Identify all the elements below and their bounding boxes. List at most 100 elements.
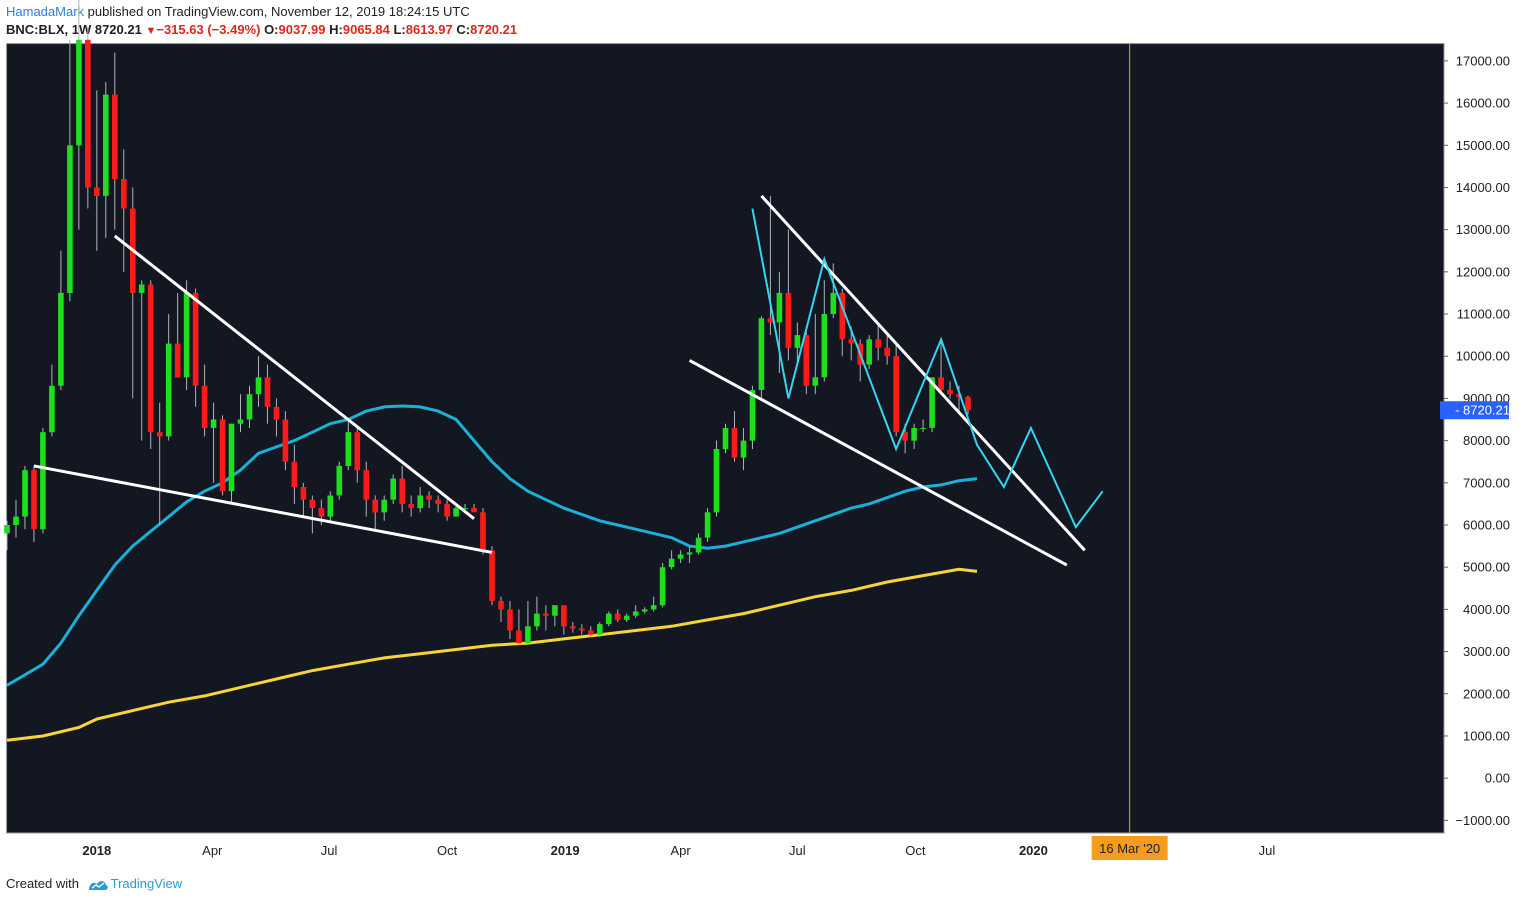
candle-body bbox=[848, 339, 855, 344]
time-tick-label: Apr bbox=[202, 843, 223, 858]
candle-body bbox=[543, 613, 549, 616]
candle-body bbox=[489, 550, 495, 601]
candle-body bbox=[794, 335, 801, 348]
candle-body bbox=[839, 292, 846, 340]
trendline bbox=[33, 464, 493, 554]
candle-body bbox=[219, 419, 226, 492]
date-marker-label: 16 Mar '20 bbox=[1099, 841, 1160, 856]
candle-body bbox=[354, 432, 361, 471]
trendline bbox=[760, 194, 1086, 552]
candle-body bbox=[444, 503, 450, 517]
last-price-badge-text: - 8720.21 bbox=[1455, 403, 1510, 418]
candle-body bbox=[147, 284, 154, 433]
candle-body bbox=[282, 419, 289, 462]
candle-body bbox=[722, 428, 729, 450]
drawings bbox=[33, 44, 1131, 833]
candle-body bbox=[201, 385, 208, 428]
candle-body bbox=[480, 512, 486, 551]
footer: Created with TradingView bbox=[6, 876, 182, 892]
price-tick-label: 4000.00 bbox=[1463, 602, 1510, 617]
tradingview-link[interactable]: TradingView bbox=[110, 876, 183, 891]
symbol-label[interactable]: BNC:BLX, 1W bbox=[6, 22, 92, 37]
fast-moving-average-line bbox=[6, 404, 978, 687]
candle-body bbox=[893, 356, 899, 433]
candle-body bbox=[192, 292, 199, 386]
price-chart[interactable]: 17000.00 16000.00 15000.00 14000.00 13000.00… bbox=[0, 0, 1526, 870]
candle-body bbox=[273, 406, 280, 420]
tradingview-logo-icon bbox=[88, 880, 108, 890]
price-change: −315.63 (−3.49%) bbox=[156, 22, 261, 37]
candle-body bbox=[965, 396, 971, 411]
trendline bbox=[688, 359, 1068, 567]
candle-body bbox=[812, 377, 819, 386]
candle-body bbox=[749, 390, 756, 441]
candle-body bbox=[363, 470, 370, 500]
candle-body bbox=[174, 343, 181, 378]
candle-body bbox=[641, 609, 648, 612]
candle-body bbox=[803, 335, 810, 386]
price-tick-label: −1000.00 bbox=[1455, 813, 1510, 828]
price-tick-label: 7000.00 bbox=[1463, 475, 1510, 490]
last-price: 8720.21 bbox=[94, 22, 142, 37]
candle-body bbox=[372, 499, 378, 513]
candle-body bbox=[94, 187, 100, 196]
candle-body bbox=[552, 605, 558, 616]
price-axis-background bbox=[1444, 44, 1520, 833]
candle-body bbox=[866, 339, 872, 365]
candle-body bbox=[534, 613, 540, 627]
low-label: L: bbox=[393, 22, 406, 37]
candle-body bbox=[471, 508, 477, 513]
candle-body bbox=[67, 145, 73, 293]
time-tick-label: Apr bbox=[670, 843, 691, 858]
candle-body bbox=[121, 179, 127, 209]
candle-body bbox=[597, 624, 603, 635]
time-axis[interactable]: 2018 Apr Jul Oct 2019 Apr Jul Oct 2020 Jul 16 Mar … bbox=[7, 832, 1444, 867]
price-axis[interactable]: 17000.00 16000.00 15000.00 14000.00 13000.00… bbox=[1440, 44, 1520, 833]
candle-body bbox=[22, 470, 28, 517]
price-tick-label: 14000.00 bbox=[1456, 180, 1510, 195]
candle-body bbox=[570, 626, 576, 629]
trendline bbox=[113, 234, 475, 520]
projection-path bbox=[751, 208, 1104, 530]
candles bbox=[4, 0, 971, 644]
time-tick-label: Jul bbox=[321, 843, 338, 858]
candle-body bbox=[399, 478, 405, 504]
price-tick-label: 2000.00 bbox=[1463, 686, 1510, 701]
candle-body bbox=[103, 94, 109, 196]
candle-body bbox=[300, 487, 307, 500]
candle-body bbox=[614, 613, 621, 620]
last-price-badge bbox=[1440, 401, 1509, 420]
time-tick-label: 2020 bbox=[1019, 843, 1048, 858]
candle-body bbox=[776, 292, 783, 323]
candle-body bbox=[426, 495, 432, 500]
candle-body bbox=[561, 605, 567, 627]
close-label: C: bbox=[456, 22, 471, 37]
candle-body bbox=[884, 347, 890, 357]
candle-body bbox=[695, 537, 702, 553]
candle-body bbox=[237, 419, 244, 424]
candle-body bbox=[623, 615, 630, 620]
candle-body bbox=[291, 461, 298, 487]
high-value: 9065.84 bbox=[342, 22, 390, 37]
candle-body bbox=[58, 292, 64, 386]
candle-body bbox=[821, 314, 828, 378]
candle-body bbox=[435, 499, 441, 504]
candle-body bbox=[938, 377, 944, 390]
candle-body bbox=[138, 284, 145, 293]
price-tick-label: 8000.00 bbox=[1463, 433, 1510, 448]
time-axis-background bbox=[7, 833, 1444, 867]
candle-body bbox=[911, 428, 917, 441]
candle-body bbox=[13, 516, 19, 525]
candle-body bbox=[677, 554, 684, 559]
candle-body bbox=[246, 394, 253, 420]
price-tick-label: 6000.00 bbox=[1463, 517, 1510, 532]
price-tick-label: 11000.00 bbox=[1457, 307, 1510, 322]
candle-body bbox=[956, 394, 962, 397]
candle-body bbox=[228, 423, 235, 492]
candle-body bbox=[327, 495, 334, 517]
candle-body bbox=[462, 508, 468, 510]
candle-body bbox=[76, 39, 82, 146]
author-link[interactable]: HamadaMark bbox=[6, 4, 85, 19]
candle-body bbox=[345, 432, 352, 466]
candle-body bbox=[686, 552, 693, 555]
